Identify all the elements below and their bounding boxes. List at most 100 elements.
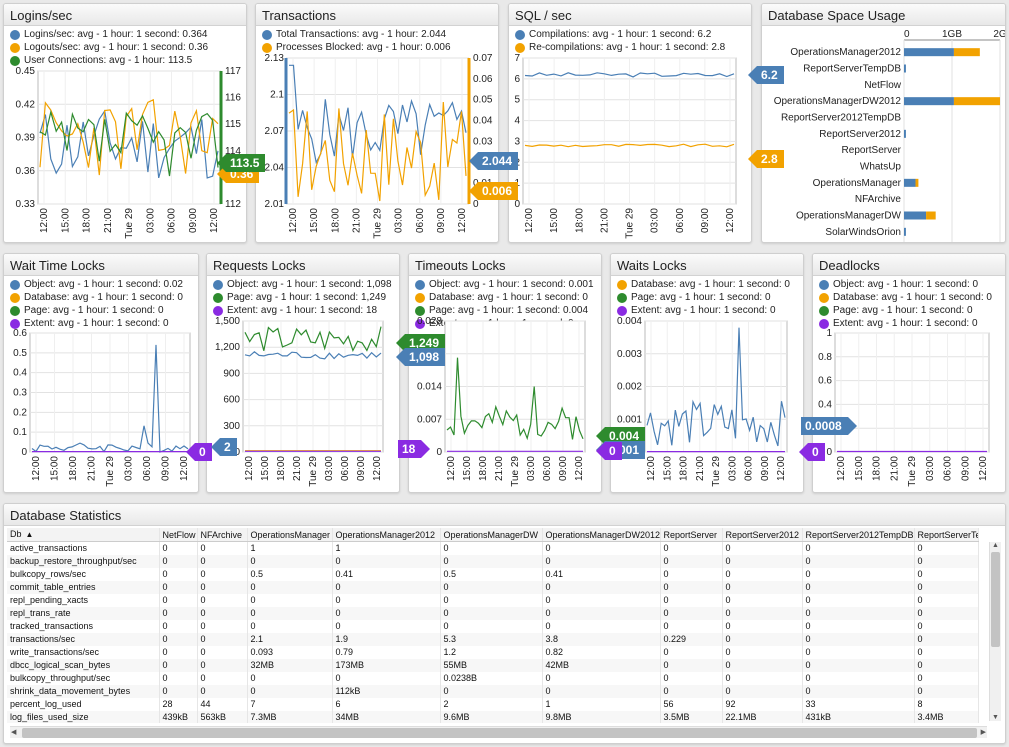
scroll-up-arrow-icon[interactable]: ▲ bbox=[992, 542, 999, 549]
table-cell: 5.3 bbox=[440, 632, 543, 646]
database-label: OperationsManager bbox=[813, 178, 902, 189]
legend-item[interactable]: Total Transactions: avg - 1 hour: 2.044 bbox=[262, 28, 451, 41]
table-cell: 0 bbox=[197, 554, 248, 568]
column-header[interactable]: ReportServer2012TempDB bbox=[802, 528, 915, 542]
x-tick-label: 06:00 bbox=[142, 456, 153, 481]
table-row[interactable]: log_files_used_size 439kB 563kB 7.3MB 34MB 9.… bbox=[7, 710, 979, 723]
waittime-chart[interactable]: 0.6 0.5 0.4 0.3 0.2 0.1 0 12:00 15:00 18:00 21:00 T… bbox=[4, 254, 199, 493]
legend-item[interactable]: Object: avg - 1 hour: 1 second: 0.02 bbox=[10, 278, 183, 291]
legend-item[interactable]: Database: avg - 1 hour: 1 second: 0 bbox=[819, 291, 992, 304]
legend-item[interactable]: Page: avg - 1 hour: 1 second: 1,249 bbox=[213, 291, 392, 304]
column-header-db[interactable]: Db ▲ bbox=[7, 528, 160, 542]
table-row[interactable]: repl_trans_rate 0 0 0 0 0 0 0 0 0 0 bbox=[7, 606, 979, 620]
space-bar-log[interactable] bbox=[953, 48, 980, 57]
table-cell: 56 bbox=[660, 697, 723, 711]
table-cell: 0 bbox=[542, 671, 661, 685]
legend-item[interactable]: Logouts/sec: avg - 1 hour: 1 second: 0.3… bbox=[10, 41, 208, 54]
scroll-right-arrow-icon[interactable]: ▶ bbox=[980, 729, 986, 736]
column-header[interactable]: OperationsManager bbox=[247, 528, 333, 542]
legend-item[interactable]: Processes Blocked: avg - 1 hour: 0.006 bbox=[262, 41, 451, 54]
space-bar-data[interactable] bbox=[904, 227, 906, 236]
table-row[interactable]: transactions/sec 0 0 2.1 1.9 5.3 3.8 0.229 0 0 0 bbox=[7, 632, 979, 646]
column-header[interactable]: NetFlow bbox=[159, 528, 198, 542]
table-row[interactable]: write_transactions/sec 0 0 0.093 0.79 1.2 0.82… bbox=[7, 645, 979, 659]
horizontal-scrollbar[interactable]: ◀ ▶ bbox=[10, 726, 987, 738]
legend-item[interactable]: Page: avg - 1 hour: 1 second: 0 bbox=[617, 291, 790, 304]
space-bar-log[interactable] bbox=[953, 97, 1000, 106]
table-row[interactable]: dbcc_logical_scan_bytes 0 0 32MB 173MB 55MB 42… bbox=[7, 658, 979, 672]
column-header[interactable]: OperationsManager2012 bbox=[332, 528, 441, 542]
y-tick-label: 0.3 bbox=[13, 388, 27, 399]
y-right-tick-label: 112 bbox=[225, 199, 241, 210]
table-row[interactable]: commit_table_entries 0 0 0 0 0 0 0 0 0 0 bbox=[7, 580, 979, 594]
table-cell: 0 bbox=[197, 671, 248, 685]
sort-ascending-icon[interactable]: ▲ bbox=[25, 530, 34, 539]
legend-item[interactable]: Extent: avg - 1 hour: 1 second: 0 bbox=[617, 304, 790, 317]
table-cell: 2 bbox=[440, 697, 543, 711]
legend-item[interactable]: Page: avg - 1 hour: 1 second: 0 bbox=[10, 304, 183, 317]
space-bar-log[interactable] bbox=[915, 178, 919, 187]
column-header[interactable]: NFArchive bbox=[197, 528, 248, 542]
x-tick-label: 09:00 bbox=[436, 208, 447, 233]
space-bar-log[interactable] bbox=[926, 211, 936, 220]
space-bar-data[interactable] bbox=[904, 64, 906, 73]
horizontal-scroll-thumb[interactable] bbox=[22, 728, 977, 738]
vertical-scrollbar[interactable]: ▲ ▼ bbox=[989, 542, 1001, 721]
table-row[interactable]: backup_restore_throughput/sec 0 0 0 0 0 0 0 0 0 0 bbox=[7, 554, 979, 568]
waits-chart[interactable]: 0.0040.0030.0020.001012:0015:0018:0021:0… bbox=[611, 254, 804, 493]
legend-item[interactable]: Re-compilations: avg - 1 hour: 1 second:… bbox=[515, 41, 725, 54]
y-tick-label: 0.8 bbox=[818, 352, 832, 363]
column-header[interactable]: ReportServer bbox=[660, 528, 723, 542]
legend-item[interactable]: User Connections: avg - 1 hour: 113.5 bbox=[10, 54, 208, 67]
space-bar-data[interactable] bbox=[904, 129, 906, 138]
deadlocks-panel: Deadlocks Object: avg - 1 hour: 1 second… bbox=[812, 253, 1006, 493]
table-row[interactable]: tracked_transactions 0 0 0 0 0 0 0 0 0 0 bbox=[7, 619, 979, 633]
legend-item[interactable]: Database: avg - 1 hour: 1 second: 0 bbox=[415, 291, 594, 304]
vertical-scroll-thumb[interactable] bbox=[991, 552, 1000, 647]
column-header[interactable]: ReportServerTe bbox=[914, 528, 979, 542]
column-header[interactable]: OperationsManagerDW2012 bbox=[542, 528, 661, 542]
legend-label: Database: avg - 1 hour: 1 second: 0 bbox=[631, 279, 790, 290]
space-bar-data[interactable] bbox=[904, 211, 927, 220]
y-tick-label: 900 bbox=[223, 368, 240, 379]
legend-item[interactable]: Extent: avg - 1 hour: 1 second: 18 bbox=[213, 304, 392, 317]
space-bar-data[interactable] bbox=[904, 48, 954, 57]
transactions-chart[interactable]: 2.13 2.1 2.07 2.04 2.01 0.07 0.06 0.05 0.04 0.03 0… bbox=[256, 4, 499, 243]
requests-chart[interactable]: 1,500 1,200 900 600 300 0 12:00 15:00 18:00 21:00… bbox=[207, 254, 400, 493]
table-row[interactable]: shrink_data_movement_bytes 0 0 0 112kB 0 0 0 0 0 0 bbox=[7, 684, 979, 698]
table-cell: 0 bbox=[660, 580, 723, 594]
legend-item[interactable]: Extent: avg - 1 hour: 1 second: 0 bbox=[819, 317, 992, 330]
table-row[interactable]: bulkcopy_rows/sec 0 0 0.5 0.41 0.5 0.41 0 0 0 0 bbox=[7, 567, 979, 581]
chart-legend: Total Transactions: avg - 1 hour: 2.044 P… bbox=[262, 28, 451, 54]
space-bar-data[interactable] bbox=[904, 97, 954, 106]
table-row[interactable]: bulkcopy_throughput/sec 0 0 0 0 0.0238B 0 0 0 0 0 bbox=[7, 671, 979, 685]
scroll-down-arrow-icon[interactable]: ▼ bbox=[992, 714, 999, 721]
table-row[interactable]: percent_log_used 28 44 7 6 2 1 56 92 33 8 bbox=[7, 697, 979, 711]
chart-legend: Object: avg - 1 hour: 1 second: 0.02 Data… bbox=[10, 278, 183, 330]
stats-table-viewport: Db ▲ NetFlow NFArchive OperationsManager Oper… bbox=[7, 528, 987, 723]
column-header[interactable]: ReportServer2012 bbox=[722, 528, 803, 542]
legend-item[interactable]: Object: avg - 1 hour: 1 second: 1,098 bbox=[213, 278, 392, 291]
timeouts-chart[interactable]: 0.0280.0210.0140.007012:0015:0018:0021:0… bbox=[409, 254, 602, 493]
legend-item[interactable]: Database: avg - 1 hour: 1 second: 0 bbox=[617, 278, 790, 291]
space-bar-data[interactable] bbox=[904, 178, 916, 187]
table-cell: 0 bbox=[159, 541, 198, 555]
scroll-left-arrow-icon[interactable]: ◀ bbox=[11, 729, 17, 736]
legend-item[interactable]: Page: avg - 1 hour: 1 second: 0.004 bbox=[415, 304, 594, 317]
legend-item[interactable]: Database: avg - 1 hour: 1 second: 0 bbox=[10, 291, 183, 304]
space-chart[interactable]: 0 1GB 2G OperationsManager2012 ReportServerT… bbox=[762, 4, 1006, 243]
table-row[interactable]: repl_pending_xacts 0 0 0 0 0 0 0 0 0 0 bbox=[7, 593, 979, 607]
legend-item[interactable]: Page: avg - 1 hour: 1 second: 0 bbox=[819, 304, 992, 317]
legend-item[interactable]: Compilations: avg - 1 hour: 1 second: 6.… bbox=[515, 28, 725, 41]
legend-item[interactable]: Extent: avg - 1 hour: 1 second: 0 bbox=[10, 317, 183, 330]
logins-chart[interactable]: 0.450.420.390.360.3311711611511411311212… bbox=[4, 4, 247, 243]
current-value-flag: 2 bbox=[211, 438, 237, 456]
legend-item[interactable]: Object: avg - 1 hour: 1 second: 0.001 bbox=[415, 278, 594, 291]
table-row[interactable]: active_transactions 0 0 1 1 0 0 0 0 0 0 bbox=[7, 541, 979, 555]
column-header[interactable]: OperationsManagerDW bbox=[440, 528, 543, 542]
legend-item[interactable]: Object: avg - 1 hour: 1 second: 0 bbox=[819, 278, 992, 291]
y-tick-label: 0 bbox=[234, 447, 240, 458]
legend-item[interactable]: Logins/sec: avg - 1 hour: 1 second: 0.36… bbox=[10, 28, 208, 41]
